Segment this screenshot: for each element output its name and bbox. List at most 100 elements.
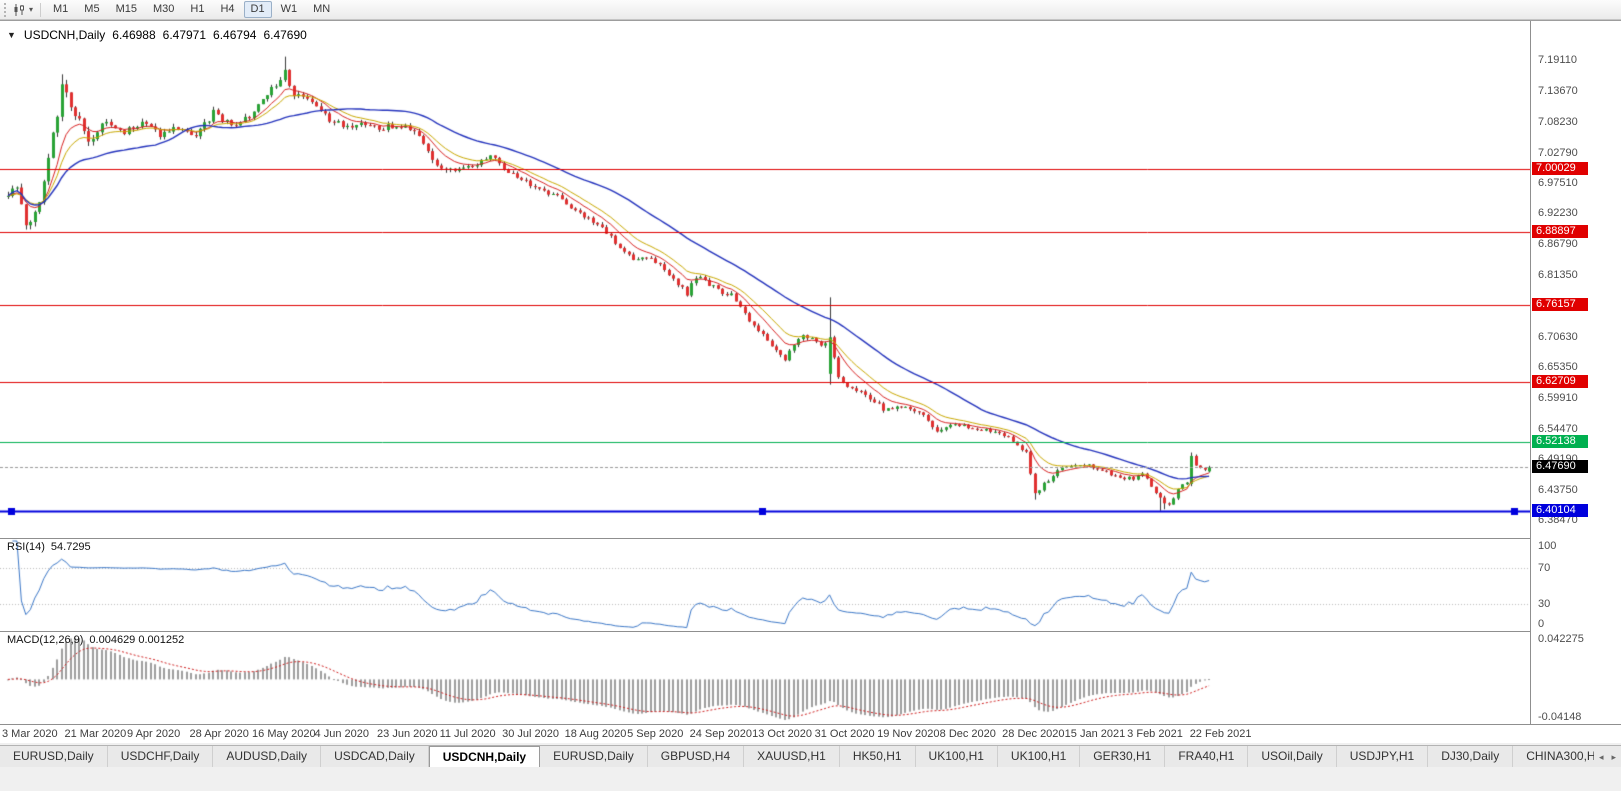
macd-scale-min: -0.04148: [1538, 711, 1582, 723]
chart-tab-USDJPY-H1[interactable]: USDJPY,H1: [1336, 746, 1429, 767]
rsi-scale-tick: 70: [1538, 562, 1551, 574]
chart-tab-EURUSD-Daily[interactable]: EURUSD,Daily: [0, 746, 108, 767]
chart-tab-USDCAD-Daily[interactable]: USDCAD,Daily: [321, 746, 429, 767]
time-axis-label: 13 Oct 2020: [752, 728, 813, 740]
macd-scale-max: 0.042275: [1538, 633, 1584, 645]
panel-separator-macd[interactable]: [0, 631, 1621, 632]
time-axis-label: 31 Oct 2020: [814, 728, 875, 740]
rsi-label: RSI(14): [7, 541, 45, 553]
price-badge-resistance-2[interactable]: 6.88897: [1532, 225, 1588, 239]
price-tick: 6.65350: [1538, 360, 1578, 373]
macd-label: MACD(12,26,9): [7, 634, 84, 646]
timeframe-button-H1[interactable]: H1: [183, 1, 211, 18]
chart-tab-AUDUSD-Daily[interactable]: AUDUSD,Daily: [213, 746, 322, 767]
price-badge-resistance-3[interactable]: 6.76157: [1532, 298, 1588, 312]
chart-window: ▼ USDCNH,Daily 6.46988 6.47971 6.46794 6…: [0, 20, 1621, 743]
time-axis-label: 15 Jan 2021: [1064, 728, 1126, 740]
price-tick: 7.08230: [1538, 116, 1578, 129]
time-axis-label: 19 Nov 2020: [877, 728, 940, 740]
price-badge-resistance-4[interactable]: 6.62709: [1532, 374, 1588, 388]
chart-tab-GBPUSD-H4[interactable]: GBPUSD,H4: [647, 746, 745, 767]
ohlc-low: 6.46794: [213, 28, 257, 42]
time-axis-label: 16 May 2020: [252, 728, 316, 740]
panel-separator-rsi[interactable]: [0, 538, 1621, 539]
price-tick: 6.97510: [1538, 177, 1578, 190]
status-strip: [0, 767, 1621, 791]
time-axis[interactable]: 3 Mar 2020 21 Mar 2020 9 Apr 2020 28 Apr 20…: [0, 724, 1621, 743]
toolbar-separator: [40, 2, 42, 17]
macd-values: 0.004629 0.001252: [89, 634, 185, 646]
rsi-value: 54.7295: [50, 541, 91, 553]
chart-tab-UK100-H1[interactable]: UK100,H1: [997, 746, 1081, 767]
time-axis-label: 8 Dec 2020: [939, 728, 996, 740]
timeframe-button-D1[interactable]: D1: [243, 1, 272, 18]
tab-scroll-right-icon[interactable]: ▸: [1611, 751, 1616, 762]
time-axis-label: 28 Dec 2020: [1002, 728, 1065, 740]
price-tick: 7.19110: [1538, 54, 1577, 66]
time-axis-label: 28 Apr 2020: [189, 728, 249, 740]
timeframe-toolbar: ▾ M1 M5 M15 M30 H1 H4 D1 W1 MN: [0, 0, 1621, 20]
chart-tab-HK50-H1[interactable]: HK50,H1: [839, 746, 916, 767]
timeframe-button-M1[interactable]: M1: [46, 1, 75, 18]
price-tick: 6.86790: [1538, 238, 1578, 251]
ohlc-close: 6.47690: [263, 28, 307, 42]
price-tick: 6.81350: [1538, 269, 1578, 282]
timeframe-button-H4[interactable]: H4: [213, 1, 241, 18]
timeframe-button-M15[interactable]: M15: [109, 1, 144, 18]
chart-type-dropdown-icon[interactable]: ▾: [29, 5, 34, 14]
time-axis-label: 5 Sep 2020: [627, 728, 684, 740]
time-axis-label: 3 Mar 2020: [2, 728, 58, 740]
chart-tab-USDCNH-Daily[interactable]: USDCNH,Daily: [428, 746, 541, 767]
price-tick: 7.13670: [1538, 85, 1578, 98]
chart-tab-bar: EURUSD,Daily USDCHF,Daily AUDUSD,Daily USDC…: [0, 745, 1621, 767]
rsi-scale-tick: 30: [1538, 598, 1551, 610]
timeframe-button-W1[interactable]: W1: [274, 1, 305, 18]
price-badge-current-price[interactable]: 6.47690: [1532, 460, 1588, 474]
toolbar-grip[interactable]: [4, 2, 8, 17]
chart-tabs: EURUSD,Daily USDCHF,Daily AUDUSD,Daily USDC…: [0, 746, 1621, 767]
price-badge-resistance-1[interactable]: 7.00029: [1532, 161, 1588, 175]
price-badge-support-blue[interactable]: 6.40104: [1532, 503, 1588, 517]
chart-menu-arrow-icon[interactable]: ▼: [7, 30, 16, 40]
price-tick: 6.92230: [1538, 207, 1578, 220]
time-axis-label: 22 Feb 2021: [1189, 728, 1252, 740]
time-axis-label: 3 Feb 2021: [1127, 728, 1183, 740]
tab-scroll-arrows: ◂ ▸: [1593, 746, 1621, 767]
chart-tab-CHINA300-H1[interactable]: CHINA300,H1: [1513, 746, 1617, 767]
price-tick: 6.54470: [1538, 422, 1578, 435]
chart-tab-EURUSD-Daily[interactable]: EURUSD,Daily: [540, 746, 648, 767]
chart-tab-USDCHF-Daily[interactable]: USDCHF,Daily: [107, 746, 214, 767]
tab-scroll-left-icon[interactable]: ◂: [1598, 751, 1604, 762]
time-axis-label: 24 Sep 2020: [689, 728, 752, 740]
time-axis-label: 4 Jun 2020: [314, 728, 369, 740]
chart-tab-USOil-Daily[interactable]: USOil,Daily: [1248, 746, 1337, 767]
price-tick: 6.38470: [1538, 514, 1578, 526]
time-axis-label: 30 Jul 2020: [502, 728, 559, 740]
chart-tab-FRA40-H1[interactable]: FRA40,H1: [1165, 746, 1249, 767]
chart-title: ▼ USDCNH,Daily 6.46988 6.47971 6.46794 6…: [7, 28, 307, 42]
timeframe-button-M30[interactable]: M30: [146, 1, 181, 18]
rsi-scale-tick: 0: [1538, 618, 1545, 630]
rsi-scale-tick: 100: [1538, 540, 1557, 552]
time-axis-label: 23 Jun 2020: [377, 728, 438, 740]
timeframe-buttons: M1 M5 M15 M30 H1 H4 D1 W1 MN: [45, 1, 338, 18]
timeframe-button-MN[interactable]: MN: [306, 1, 337, 18]
candlestick-chart-icon[interactable]: [11, 2, 29, 18]
macd-title: MACD(12,26,9) 0.004629 0.001252: [7, 634, 184, 646]
chart-tab-GER30-H1[interactable]: GER30,H1: [1080, 746, 1166, 767]
ohlc-open: 6.46988: [112, 28, 156, 42]
time-axis-label: 18 Aug 2020: [564, 728, 627, 740]
price-tick: 6.70630: [1538, 330, 1578, 343]
chart-tab-DJ30-Daily[interactable]: DJ30,Daily: [1428, 746, 1514, 767]
price-tick: 6.43750: [1538, 483, 1578, 496]
ohlc-high: 6.47971: [162, 28, 207, 42]
timeframe-button-M5[interactable]: M5: [77, 1, 106, 18]
time-axis-label: 9 Apr 2020: [127, 728, 181, 740]
price-chart-canvas[interactable]: [0, 21, 1530, 724]
time-axis-label: 21 Mar 2020: [64, 728, 127, 740]
price-badge-support-green[interactable]: 6.52138: [1532, 435, 1588, 449]
price-scale[interactable]: 7.19110 7.13670 7.08230 7.02790 6.97510 6.922…: [1530, 21, 1621, 724]
chart-tab-XAUUSD-H1[interactable]: XAUUSD,H1: [744, 746, 840, 767]
chart-tab-UK100-H1[interactable]: UK100,H1: [915, 746, 998, 767]
